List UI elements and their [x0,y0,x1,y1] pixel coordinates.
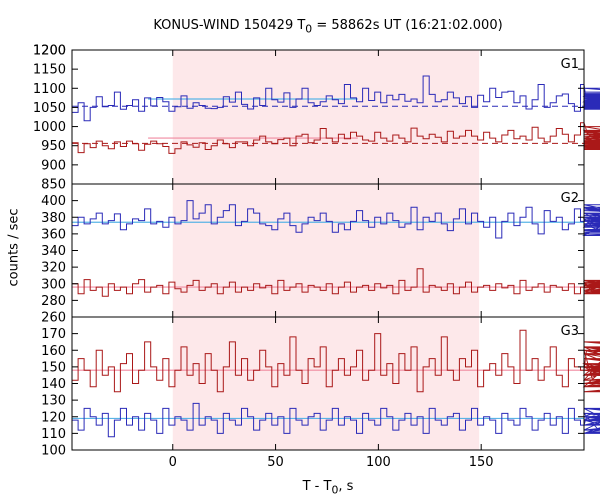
y-tick-label-G1: 1150 [33,63,66,78]
y-tick-label-G1: 900 [41,158,66,173]
x-tick-label: 100 [366,455,391,470]
panel-label-G1: G1 [561,57,579,72]
light-curve-G2-1 [72,268,600,297]
light-curve-G1-0 [72,75,600,122]
y-tick-label-G3: 130 [41,394,66,409]
y-tick-label-G3: 150 [41,360,66,375]
y-tick-label-G1: 1200 [33,44,66,59]
highlight-band-G1 [172,50,480,184]
panel-label-G3: G3 [561,324,579,339]
x-axis-label: T - T0, s [302,479,354,497]
x-tick-label: 50 [267,455,284,470]
light-curve-G2-0 [72,200,600,239]
y-tick-label-G1: 950 [41,139,66,154]
x-tick-label: 0 [169,455,177,470]
y-tick-label-G3: 160 [41,344,66,359]
y-tick-label-G3: 170 [41,327,66,342]
y-tick-label-G1: 850 [41,178,66,193]
y-tick-label-G2: 360 [41,227,66,242]
y-tick-label-G2: 340 [41,244,66,259]
light-curve-G3-0 [72,329,600,393]
y-tick-label-G1: 1200 [33,44,66,59]
y-tick-label-G3: 120 [41,410,66,425]
y-axis-label: counts / sec [6,208,22,287]
y-tick-label-G1: 1100 [33,82,66,97]
y-tick-label-G2: 280 [41,294,66,309]
y-tick-label-G1: 1000 [33,120,66,135]
x-tick-label: 150 [469,455,494,470]
y-tick-label-G3: 100 [41,444,66,459]
chart-title: KONUS-WIND 150429 T0 = 58862s UT (16:21:… [153,18,503,36]
light-curve-G3-1 [72,402,600,438]
panel-label-G2: G2 [561,191,579,206]
highlight-band-G2 [172,184,480,317]
y-tick-label-G3: 140 [41,377,66,392]
y-tick-label-G2: 400 [41,194,66,209]
y-tick-label-G1: 1050 [33,101,66,116]
light-curve-G1-1 [72,122,600,154]
y-tick-label-G2: 320 [41,261,66,276]
y-tick-label-G2: 300 [41,277,66,292]
y-tick-label-G2: 260 [41,311,66,326]
y-tick-label-G2: 380 [41,211,66,226]
y-tick-label-G3: 110 [41,427,66,442]
